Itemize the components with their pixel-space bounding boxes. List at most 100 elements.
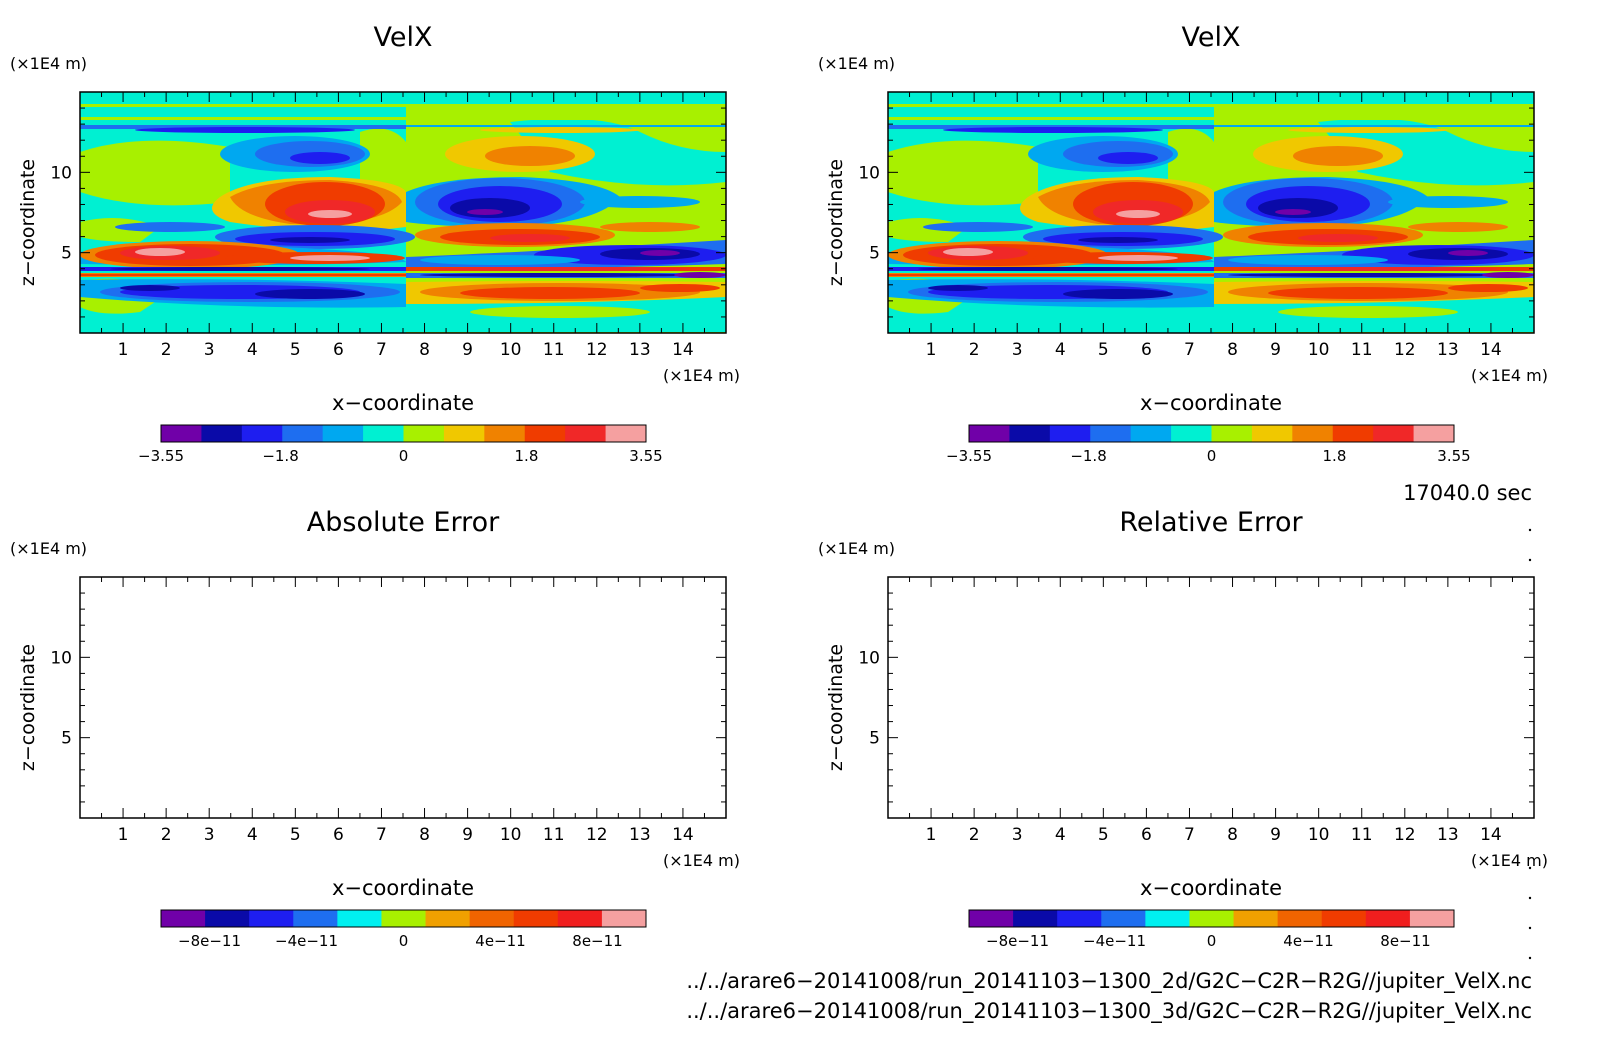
x-tick-label: 8 bbox=[1227, 340, 1238, 360]
y-axis-label: z−coordinate bbox=[825, 159, 847, 286]
x-tick-label: 13 bbox=[1437, 340, 1459, 360]
colorbar-label: −4e−11 bbox=[275, 932, 338, 950]
y-axis-label: z−coordinate bbox=[825, 644, 847, 771]
colorbar-label: −3.55 bbox=[138, 447, 184, 465]
y-tick-label: 10 bbox=[858, 648, 880, 668]
x-tick-label: 9 bbox=[462, 825, 473, 845]
x-tick-label: 8 bbox=[419, 340, 430, 360]
x-tick-label: 1 bbox=[118, 825, 129, 845]
error-field bbox=[80, 577, 726, 818]
edge-dot bbox=[1528, 528, 1532, 532]
colorbar-label: 8e−11 bbox=[572, 932, 622, 950]
colorbar-label: 1.8 bbox=[1323, 447, 1347, 465]
x-tick-label: 3 bbox=[1012, 340, 1023, 360]
x-unit-label: (×1E4 m) bbox=[1471, 366, 1548, 385]
colorbar-segment bbox=[1130, 425, 1172, 442]
panel-velx-left: VelX(×1E4 m)1 2 3 4 5 6 7 8 9 10 11 12 13 14510(×1E4 … bbox=[10, 22, 740, 465]
colorbar-label: −1.8 bbox=[1070, 447, 1106, 465]
x-axis-label: x−coordinate bbox=[1140, 876, 1282, 900]
y-unit-label: (×1E4 m) bbox=[818, 539, 895, 558]
y-axis-label: z−coordinate bbox=[17, 644, 39, 771]
x-tick-label: 7 bbox=[376, 340, 387, 360]
colorbar-segment bbox=[484, 425, 526, 442]
colorbar-segment bbox=[201, 425, 243, 442]
x-tick-label: 2 bbox=[161, 340, 172, 360]
colorbar-segment bbox=[205, 910, 250, 927]
x-unit-label: (×1E4 m) bbox=[663, 851, 740, 870]
file-path-3d: ../../arare6−20141008/run_20141103−1300_… bbox=[686, 999, 1532, 1024]
colorbar-segment bbox=[557, 910, 603, 927]
velx-field bbox=[888, 92, 1534, 333]
colorbar-segment bbox=[425, 910, 471, 927]
x-tick-label: 4 bbox=[247, 340, 258, 360]
colorbar-segment bbox=[1321, 910, 1367, 927]
colorbar-label: 0 bbox=[1207, 447, 1217, 465]
colorbar-segment bbox=[1090, 425, 1132, 442]
x-tick-label: 13 bbox=[629, 340, 651, 360]
panel-title: VelX bbox=[374, 22, 433, 53]
colorbar-label: −8e−11 bbox=[178, 932, 241, 950]
panel-abs-error: Absolute Error(×1E4 m)1 2 3 4 5 6 7 8 9 10 11 12 13 1… bbox=[10, 507, 740, 950]
colorbar-frame bbox=[968, 424, 1455, 443]
x-tick-label: 8 bbox=[419, 825, 430, 845]
x-tick-label: 14 bbox=[672, 825, 694, 845]
colorbar-segment bbox=[282, 425, 324, 442]
x-tick-label: 5 bbox=[290, 825, 301, 845]
x-tick-label: 5 bbox=[1098, 340, 1109, 360]
y-tick-label: 5 bbox=[869, 729, 880, 749]
colorbar-segment bbox=[513, 910, 559, 927]
panel-title: VelX bbox=[1182, 22, 1241, 53]
colorbar-segment bbox=[1101, 910, 1146, 927]
x-tick-label: 12 bbox=[586, 340, 608, 360]
colorbar-segment bbox=[1277, 910, 1323, 927]
colorbar-segment bbox=[1013, 910, 1058, 927]
colorbar-label: −1.8 bbox=[262, 447, 298, 465]
x-tick-label: 13 bbox=[1437, 825, 1459, 845]
colorbar-segment bbox=[1332, 425, 1374, 442]
x-tick-label: 13 bbox=[629, 825, 651, 845]
x-tick-label: 2 bbox=[161, 825, 172, 845]
x-tick-label: 10 bbox=[1308, 825, 1330, 845]
y-unit-label: (×1E4 m) bbox=[818, 54, 895, 73]
x-tick-label: 11 bbox=[543, 340, 565, 360]
colorbar-segment bbox=[1049, 425, 1091, 442]
x-tick-label: 6 bbox=[333, 825, 344, 845]
x-tick-label: 7 bbox=[1184, 825, 1195, 845]
edge-dot bbox=[1528, 866, 1532, 870]
x-tick-label: 3 bbox=[1012, 825, 1023, 845]
colorbar-segment bbox=[524, 425, 566, 442]
colorbar-segment bbox=[161, 425, 202, 442]
colorbar-label: 0 bbox=[399, 447, 409, 465]
colorbar-segment bbox=[1409, 910, 1455, 927]
y-unit-label: (×1E4 m) bbox=[10, 54, 87, 73]
file-path-2d: ../../arare6−20141008/run_20141103−1300_… bbox=[686, 969, 1532, 994]
x-tick-label: 3 bbox=[204, 340, 215, 360]
colorbar-label: 0 bbox=[1207, 932, 1217, 950]
colorbar-segment bbox=[293, 910, 338, 927]
colorbar-segment bbox=[1171, 425, 1212, 442]
x-tick-label: 12 bbox=[1394, 825, 1416, 845]
colorbar-frame bbox=[160, 909, 647, 928]
colorbar-segment bbox=[1365, 910, 1411, 927]
x-tick-label: 10 bbox=[500, 825, 522, 845]
x-tick-label: 5 bbox=[1098, 825, 1109, 845]
x-tick-label: 7 bbox=[1184, 340, 1195, 360]
x-tick-label: 9 bbox=[1270, 825, 1281, 845]
x-tick-label: 9 bbox=[1270, 340, 1281, 360]
x-tick-label: 12 bbox=[1394, 340, 1416, 360]
edge-dot bbox=[1528, 956, 1532, 960]
x-tick-label: 6 bbox=[1141, 340, 1152, 360]
colorbar-segment bbox=[1211, 425, 1253, 442]
x-tick-label: 14 bbox=[672, 340, 694, 360]
panel-velx-right: VelX(×1E4 m)1 2 3 4 5 6 7 8 9 10 11 12 13 14510(×1E4 … bbox=[818, 22, 1548, 465]
x-tick-label: 5 bbox=[290, 340, 301, 360]
colorbar-segment bbox=[1373, 425, 1415, 442]
x-tick-label: 2 bbox=[969, 340, 980, 360]
x-tick-label: 4 bbox=[1055, 825, 1066, 845]
y-tick-label: 10 bbox=[50, 163, 72, 183]
x-unit-label: (×1E4 m) bbox=[663, 366, 740, 385]
colorbar-frame bbox=[160, 424, 647, 443]
x-tick-label: 6 bbox=[333, 340, 344, 360]
y-axis-label: z−coordinate bbox=[17, 159, 39, 286]
